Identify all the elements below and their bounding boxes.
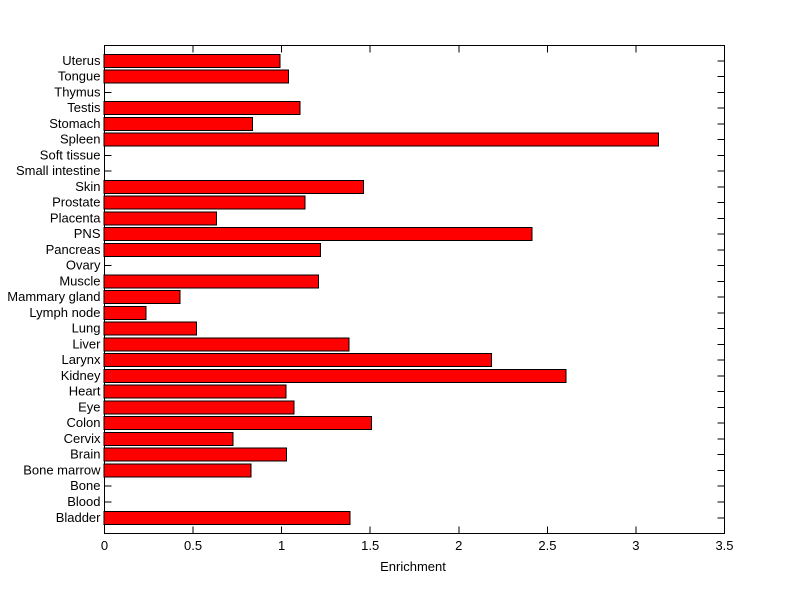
svg-text:Bladder: Bladder [56,510,101,525]
svg-text:Liver: Liver [72,336,101,351]
svg-text:Cervix: Cervix [64,431,101,446]
svg-text:Stomach: Stomach [49,116,100,131]
svg-text:Thymus: Thymus [54,84,101,99]
svg-text:Small intestine: Small intestine [16,163,101,178]
svg-text:Soft tissue: Soft tissue [40,147,101,162]
svg-text:Placenta: Placenta [50,210,101,225]
svg-text:2: 2 [455,538,462,553]
svg-text:Enrichment: Enrichment [380,559,446,574]
svg-text:Uterus: Uterus [62,53,101,68]
svg-text:Kidney: Kidney [61,368,101,383]
svg-text:Larynx: Larynx [61,352,101,367]
svg-text:Lung: Lung [72,321,101,336]
svg-text:Brain: Brain [70,447,100,462]
svg-text:Testis: Testis [67,100,101,115]
svg-text:Muscle: Muscle [59,273,100,288]
svg-text:Heart: Heart [69,384,101,399]
svg-text:Bone: Bone [70,478,100,493]
svg-text:Pancreas: Pancreas [46,242,101,257]
svg-text:Bone marrow: Bone marrow [23,462,101,477]
svg-text:Ovary: Ovary [66,258,101,273]
svg-text:3: 3 [632,538,639,553]
svg-text:Prostate: Prostate [52,195,100,210]
svg-text:Lymph node: Lymph node [29,305,100,320]
svg-text:Mammary gland: Mammary gland [7,289,100,304]
svg-text:1: 1 [278,538,285,553]
svg-text:2.5: 2.5 [538,538,556,553]
svg-text:Tongue: Tongue [58,69,101,84]
svg-text:0: 0 [101,538,108,553]
svg-text:Colon: Colon [67,415,101,430]
svg-text:Blood: Blood [67,494,100,509]
svg-text:Eye: Eye [78,399,100,414]
svg-text:Spleen: Spleen [60,132,100,147]
svg-text:Skin: Skin [75,179,100,194]
svg-text:3.5: 3.5 [715,538,733,553]
svg-text:0.5: 0.5 [184,538,202,553]
svg-text:PNS: PNS [74,226,101,241]
svg-text:1.5: 1.5 [361,538,379,553]
